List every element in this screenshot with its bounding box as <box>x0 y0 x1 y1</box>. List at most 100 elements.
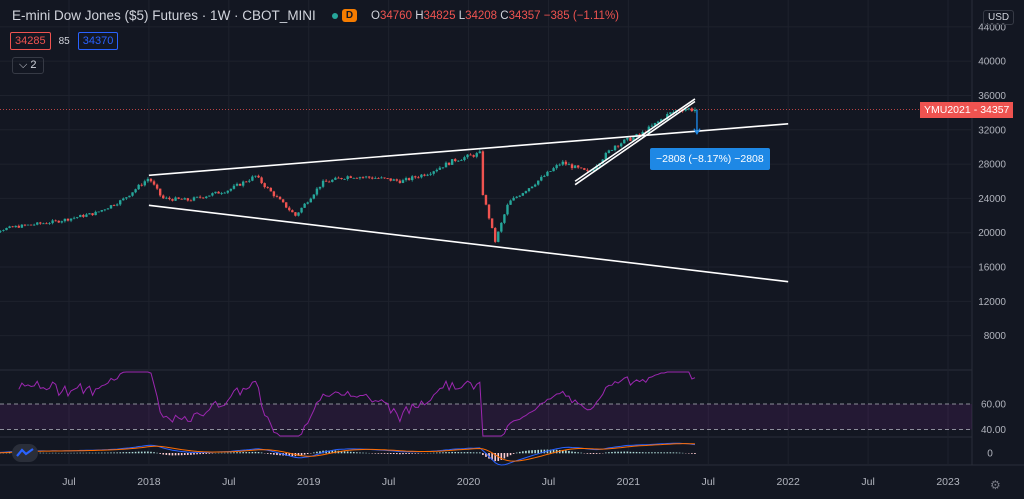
candle-body <box>297 212 300 216</box>
macd-histogram-bar <box>522 451 524 454</box>
candle-body <box>155 184 159 189</box>
time-tick-label: Jul <box>542 476 555 488</box>
macd-histogram-bar <box>266 453 269 454</box>
macd-histogram-bar <box>230 452 232 454</box>
candle-body <box>454 159 457 162</box>
candle-body <box>512 197 515 201</box>
candle-body <box>518 195 521 197</box>
candle-body <box>20 224 24 228</box>
candle-body <box>238 183 242 186</box>
macd-histogram-bar <box>694 453 696 454</box>
macd-histogram-bar <box>380 453 383 454</box>
candle-body <box>284 202 288 208</box>
currency-button[interactable]: USD <box>983 10 1015 25</box>
candles <box>0 107 697 244</box>
macd-histogram-bar <box>297 453 300 456</box>
macd-histogram-bar <box>552 449 555 454</box>
candle-body <box>334 177 337 180</box>
candle-body <box>527 188 531 192</box>
macd-histogram-bar <box>226 452 229 454</box>
candle-body <box>417 177 420 179</box>
candle-body <box>88 213 91 215</box>
macd-histogram-bar <box>85 452 88 454</box>
candle-body <box>158 188 162 196</box>
candle-body <box>14 225 17 228</box>
price-tick-label: 16000 <box>978 263 1006 274</box>
macd-histogram-bar <box>273 453 275 455</box>
candle-body <box>195 196 199 198</box>
time-tick-label: Jul <box>382 476 395 488</box>
macd-histogram-bar <box>528 450 530 454</box>
candle-body <box>475 153 478 157</box>
measure-label[interactable]: −2808 (−8.17%) −2808 <box>650 148 770 170</box>
candle-body <box>128 195 131 198</box>
time-tick-label: 2020 <box>457 476 481 488</box>
settings-gear-icon[interactable]: ⚙ <box>990 478 1001 492</box>
ohlc-values: O34760 H34825 L34208 C34357 −385 (−1.11%… <box>371 10 619 22</box>
macd-histogram-bar <box>589 453 592 454</box>
trendlines[interactable] <box>148 98 789 283</box>
candle-body <box>17 225 21 228</box>
candle-body <box>380 177 383 179</box>
candle-body <box>583 168 586 170</box>
candle-body <box>39 222 42 224</box>
macd-histogram-bar <box>199 453 201 455</box>
macd-histogram-bar <box>525 450 527 454</box>
macd-histogram-bar <box>144 451 146 454</box>
legend-header: E-mini Dow Jones ($5) Futures · 1W · CBO… <box>12 8 619 23</box>
candle-body <box>656 121 660 123</box>
price-axis[interactable]: 8000 12000 16000 20000 24000 28000 32000 36000 4… <box>978 22 1006 459</box>
buy-button[interactable]: 34370 <box>77 32 119 50</box>
candle-body <box>94 211 97 216</box>
macd-histogram-bar <box>644 452 647 454</box>
macd-histogram-bar <box>319 451 321 454</box>
time-tick-label: Jul <box>222 476 235 488</box>
macd-histogram-bar <box>313 452 315 454</box>
macd-histogram-bar <box>359 452 361 454</box>
macd-histogram-bar <box>623 451 626 454</box>
candle-body <box>349 176 352 178</box>
time-axis[interactable]: Jul 2018 Jul 2019 Jul 2020 Jul 2021 Jul 2022 Jul 20… <box>62 476 960 488</box>
candle-body <box>48 223 51 224</box>
candle-body <box>389 178 392 181</box>
macd-histogram-bar <box>306 453 309 455</box>
macd-histogram-bar <box>291 453 294 457</box>
macd-histogram-bar <box>463 452 466 454</box>
candle-body <box>245 181 248 183</box>
candle-body <box>275 196 279 197</box>
macd-histogram-bar <box>349 451 352 454</box>
macd-histogram-bar <box>42 452 45 454</box>
macd-histogram-bar <box>113 452 115 454</box>
candle-body <box>484 195 488 205</box>
macd-histogram-bar <box>629 451 632 454</box>
sell-button[interactable]: 34285 <box>10 32 51 50</box>
candle-body <box>638 134 641 136</box>
indicators-toggle[interactable]: ⌵ 2 <box>12 57 44 74</box>
macd-histogram-bar <box>632 451 635 454</box>
candle-body <box>23 224 27 226</box>
candle-body <box>447 162 451 165</box>
tradingview-logo-icon[interactable] <box>12 444 38 462</box>
candle-body <box>321 180 325 187</box>
macd-histogram-bar <box>666 452 669 454</box>
delayed-badge[interactable]: D <box>341 9 358 22</box>
candle-body <box>281 199 285 203</box>
candle-body <box>573 165 577 169</box>
candle-body <box>109 205 113 209</box>
candle-body <box>60 221 64 223</box>
candle-body <box>398 180 402 183</box>
macd-histogram-bar <box>119 452 122 454</box>
candle-body <box>570 164 574 169</box>
macd-histogram-bar <box>657 452 659 454</box>
symbol-title[interactable]: E-mini Dow Jones ($5) Futures · 1W · CBO… <box>12 8 316 23</box>
candle-body <box>115 204 119 206</box>
macd-histogram-bar <box>248 452 251 454</box>
candle-body <box>580 167 583 169</box>
candle-body <box>540 176 543 181</box>
low-value: 34208 <box>465 9 498 22</box>
candle-body <box>54 220 57 222</box>
candle-body <box>306 202 309 204</box>
candle-body <box>337 177 340 179</box>
candle-body <box>490 218 494 229</box>
